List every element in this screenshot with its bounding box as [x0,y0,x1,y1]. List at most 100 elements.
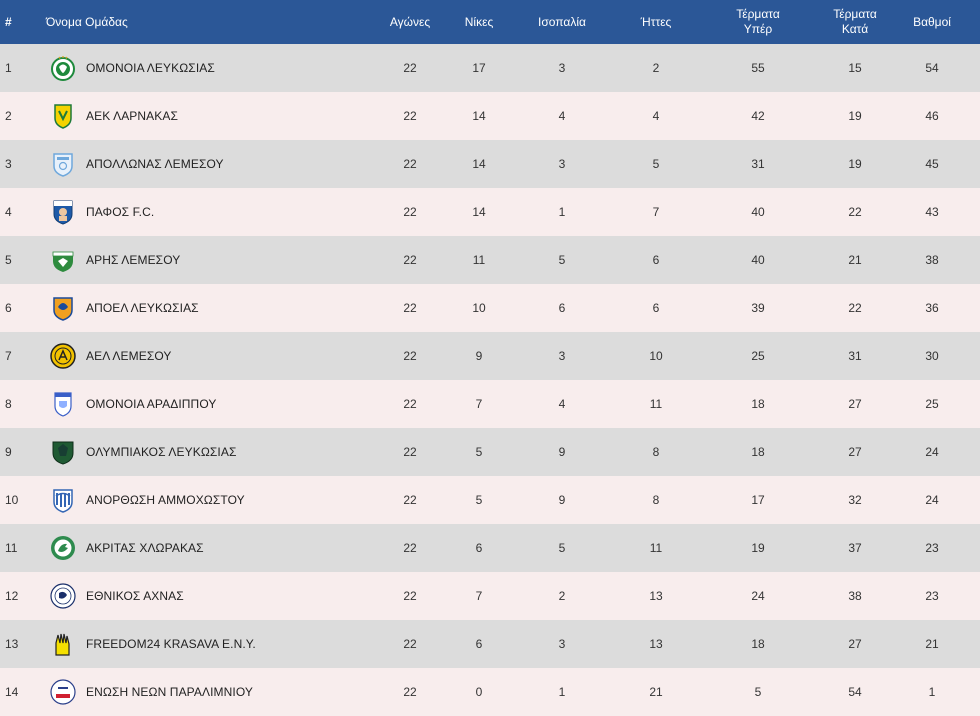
played-value: 22 [403,253,417,267]
played-value: 22 [403,541,417,555]
table-row: 1 ΟΜΟΝΟΙΑ ΛΕΥΚΩΣΙΑΣ 22 17 3 2 55 15 54 [0,44,980,92]
played-value: 22 [403,109,417,123]
team-name[interactable]: ΑΝΟΡΘΩΣΗ ΑΜΜΟΧΩΣΤΟΥ [86,493,245,507]
played-value: 22 [403,61,417,75]
table-row: 4 ΠΑΦΟΣ F.C. 22 14 1 7 40 22 43 [0,188,980,236]
losses-value: 10 [649,349,663,363]
team-cell[interactable]: ΟΛΥΜΠΙΑΚΟΣ ΛΕΥΚΩΣΙΑΣ [48,439,236,465]
goals-against-value: 22 [848,301,862,315]
draws-value: 3 [558,61,566,75]
team-cell[interactable]: ΑΝΟΡΘΩΣΗ ΑΜΜΟΧΩΣΤΟΥ [48,487,245,513]
team-name[interactable]: ΑΠΟΕΛ ΛΕΥΚΩΣΙΑΣ [86,301,199,315]
team-name[interactable]: ΑΕΛ ΛΕΜΕΣΟΥ [86,349,172,363]
team-cell[interactable]: ΑΡΗΣ ΛΕΜΕΣΟΥ [48,247,180,273]
draws-value: 4 [558,397,566,411]
points-value: 43 [925,205,939,219]
olympiakos-nicosia-logo-icon [50,439,76,465]
goals-for-value: 18 [751,637,765,651]
draws-value: 9 [558,445,566,459]
omonoia-logo-icon [50,55,76,81]
ethnikos-achnas-logo-icon [50,583,76,609]
team-cell[interactable]: ΟΜΟΝΟΙΑ ΑΡΑΔΙΠΠΟΥ [48,391,216,417]
losses-value: 5 [652,157,660,171]
wins-value: 6 [475,541,483,555]
team-name[interactable]: ΠΑΦΟΣ F.C. [86,205,155,219]
wins-value: 5 [475,445,483,459]
points-value: 45 [925,157,939,171]
goals-for-value: 42 [751,109,765,123]
row-position: 2 [5,109,12,123]
goals-for-value: 18 [751,397,765,411]
row-position: 11 [5,541,18,555]
apoel-logo-icon [50,295,76,321]
played-value: 22 [403,349,417,363]
header-goals-against-line2: Κατά [841,22,869,36]
goals-for-value: 25 [751,349,765,363]
wins-value: 14 [472,205,486,219]
draws-value: 6 [558,301,566,315]
points-value: 24 [925,445,939,459]
team-cell[interactable]: ΟΜΟΝΟΙΑ ΛΕΥΚΩΣΙΑΣ [48,55,215,81]
points-value: 21 [925,637,939,651]
row-position: 9 [5,445,12,459]
row-position: 8 [5,397,12,411]
team-cell[interactable]: FREEDOM24 KRASAVA E.N.Y. [48,631,256,657]
team-cell[interactable]: ΑΕΚ ΛΑΡΝΑΚΑΣ [48,103,178,129]
played-value: 22 [403,493,417,507]
goals-against-value: 32 [848,493,862,507]
row-position: 13 [5,637,19,651]
team-name[interactable]: ΑΡΗΣ ΛΕΜΕΣΟΥ [86,253,181,267]
losses-value: 13 [649,637,663,651]
played-value: 22 [403,637,417,651]
losses-value: 2 [652,61,660,75]
omonoia-aradippou-logo-icon [50,391,76,417]
team-cell[interactable]: ΑΚΡΙΤΑΣ ΧΛΩΡΑΚΑΣ [48,535,204,561]
row-position: 12 [5,589,19,603]
team-name[interactable]: ΕΝΩΣΗ ΝΕΩΝ ΠΑΡΑΛΙΜΝΙΟΥ [86,685,253,699]
wins-value: 9 [475,349,483,363]
wins-value: 5 [475,493,483,507]
team-name[interactable]: ΑΚΡΙΤΑΣ ΧΛΩΡΑΚΑΣ [86,541,204,555]
team-name[interactable]: ΟΜΟΝΟΙΑ ΛΕΥΚΩΣΙΑΣ [86,61,215,75]
goals-against-value: 27 [848,637,862,651]
wins-value: 14 [472,109,486,123]
team-cell[interactable]: ΠΑΦΟΣ F.C. [48,199,154,225]
header-draws: Ισοπαλία [538,14,586,29]
table-row: 14 ΕΝΩΣΗ ΝΕΩΝ ΠΑΡΑΛΙΜΝΙΟΥ 22 0 1 21 5 54 1 [0,668,980,716]
played-value: 22 [403,301,417,315]
draws-value: 5 [558,541,566,555]
header-points: Βαθμοί [913,14,951,29]
header-goals-against: Τέρματα Κατά [796,7,914,37]
draws-value: 3 [558,349,566,363]
table-row: 11 ΑΚΡΙΤΑΣ ΧΛΩΡΑΚΑΣ 22 6 5 11 19 37 23 [0,524,980,572]
wins-value: 17 [472,61,486,75]
team-cell[interactable]: ΑΕΛ ΛΕΜΕΣΟΥ [48,343,172,369]
points-value: 46 [925,109,939,123]
table-row: 9 ΟΛΥΜΠΙΑΚΟΣ ΛΕΥΚΩΣΙΑΣ 22 5 9 8 18 27 24 [0,428,980,476]
team-cell[interactable]: ΕΘΝΙΚΟΣ ΑΧΝΑΣ [48,583,184,609]
team-cell[interactable]: ΑΠΟΛΛΩΝΑΣ ΛΕΜΕΣΟΥ [48,151,224,177]
goals-against-value: 22 [848,205,862,219]
wins-value: 0 [475,685,483,699]
table-row: 2 ΑΕΚ ΛΑΡΝΑΚΑΣ 22 14 4 4 42 19 46 [0,92,980,140]
points-value: 24 [925,493,939,507]
team-name[interactable]: ΑΕΚ ΛΑΡΝΑΚΑΣ [86,109,179,123]
team-name[interactable]: ΟΛΥΜΠΙΑΚΟΣ ΛΕΥΚΩΣΙΑΣ [86,445,237,459]
akritas-logo-icon [50,535,76,561]
anorthosis-logo-icon [50,487,76,513]
points-value: 38 [925,253,939,267]
team-cell[interactable]: ΑΠΟΕΛ ΛΕΥΚΩΣΙΑΣ [48,295,199,321]
team-cell[interactable]: ΕΝΩΣΗ ΝΕΩΝ ΠΑΡΑΛΙΜΝΙΟΥ [48,679,253,705]
losses-value: 4 [652,109,660,123]
team-name[interactable]: ΟΜΟΝΟΙΑ ΑΡΑΔΙΠΠΟΥ [86,397,217,411]
goals-for-value: 18 [751,445,765,459]
team-name[interactable]: FREEDOM24 KRASAVA E.N.Y. [86,637,256,651]
goals-for-value: 40 [751,205,765,219]
team-name[interactable]: ΑΠΟΛΛΩΝΑΣ ΛΕΜΕΣΟΥ [86,157,224,171]
table-row: 10 ΑΝΟΡΘΩΣΗ ΑΜΜΟΧΩΣΤΟΥ 22 5 9 8 17 32 24 [0,476,980,524]
team-name[interactable]: ΕΘΝΙΚΟΣ ΑΧΝΑΣ [86,589,184,603]
draws-value: 4 [558,109,566,123]
wins-value: 7 [475,397,483,411]
goals-for-value: 39 [751,301,765,315]
losses-value: 6 [652,301,660,315]
